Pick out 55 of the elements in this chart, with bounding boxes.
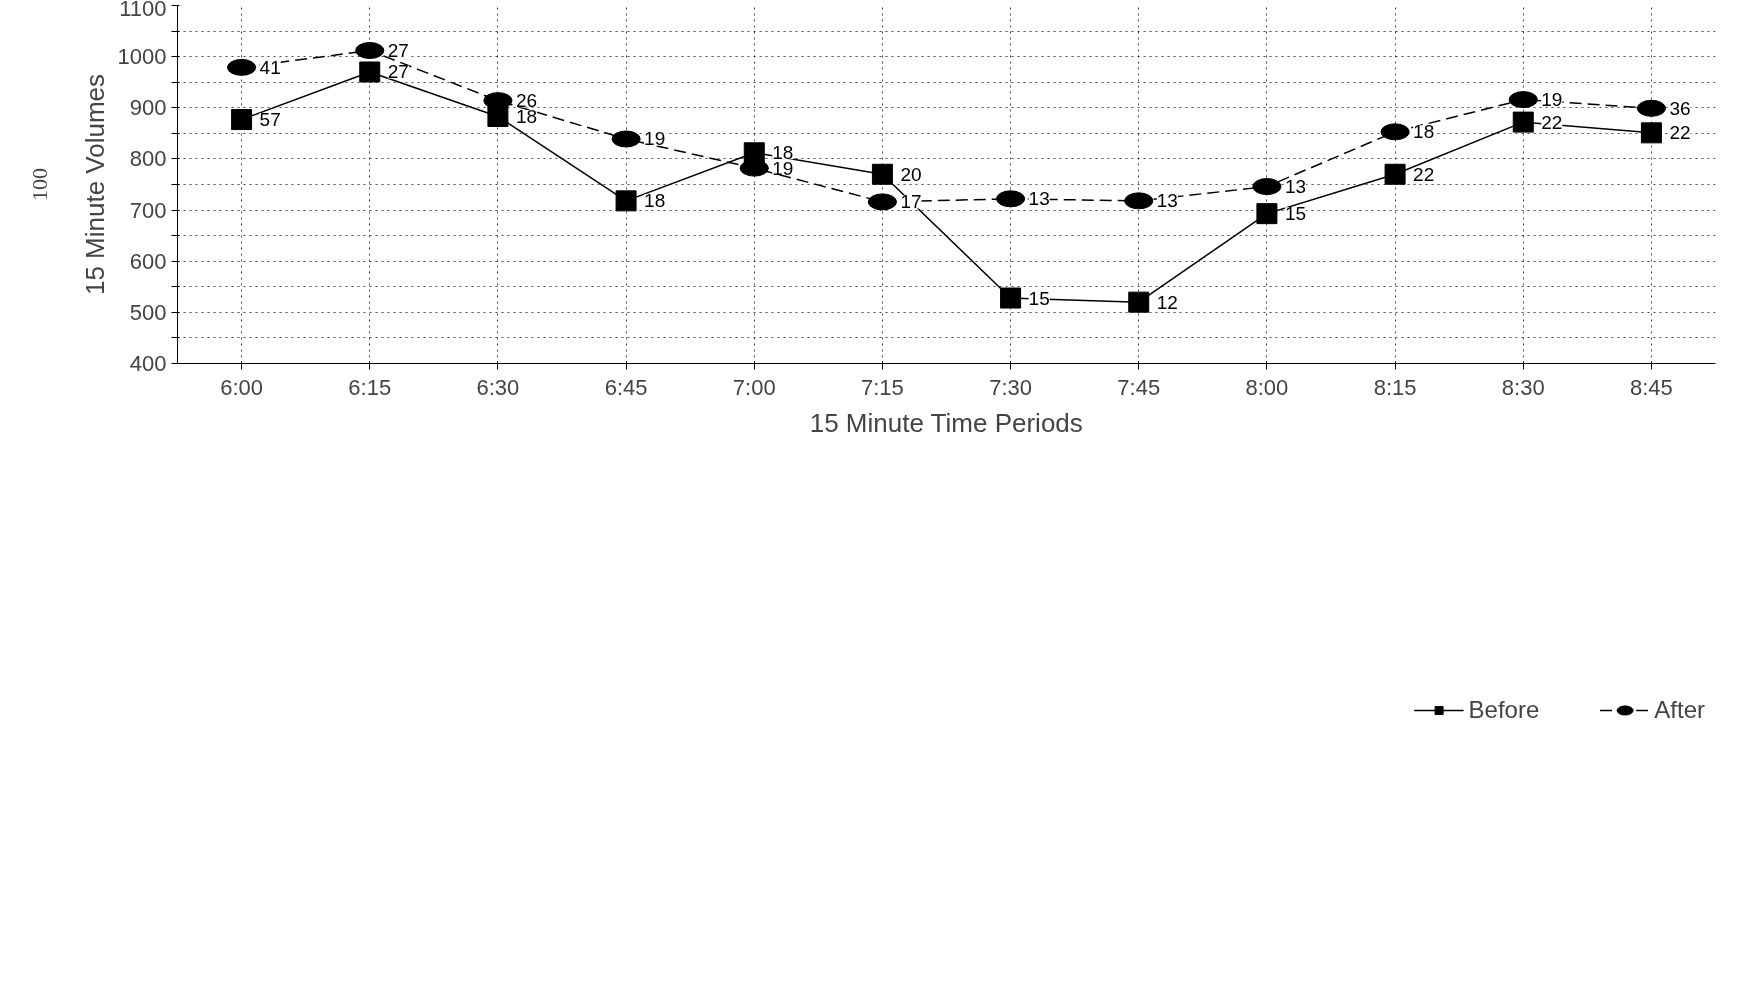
point: [1128, 291, 1150, 313]
y-axis-title: 15 Minute Volumes: [79, 73, 110, 296]
y-tick-label: 700: [129, 197, 167, 223]
annotation: 19: [644, 128, 666, 150]
x-tick-label: 6:15: [348, 374, 392, 400]
annotation: 36: [1669, 97, 1691, 119]
annotation: 19: [1541, 89, 1563, 111]
point: [1256, 203, 1278, 225]
annotation: 27: [387, 61, 409, 83]
annotation: 15: [1028, 287, 1050, 309]
annotation: 27: [387, 40, 409, 62]
annotation: 20: [900, 163, 922, 185]
point: [359, 61, 381, 83]
text: 100: [26, 168, 52, 201]
x-tick-label: 6:00: [220, 374, 263, 400]
point: [871, 163, 893, 185]
annotation: 13: [1028, 188, 1050, 210]
legend-label: After: [1654, 696, 1705, 724]
x-tick-label: 8:15: [1373, 374, 1417, 400]
x-tick-label: 7:15: [861, 374, 904, 400]
y-tick-label: 1000: [117, 44, 167, 70]
x-tick-label: 6:30: [476, 374, 520, 400]
y-tick-label: 900: [129, 95, 167, 121]
x-tick-label: 8:00: [1245, 374, 1289, 400]
annotation: 13: [1284, 176, 1307, 198]
y-tick-label: 500: [129, 299, 167, 325]
x-tick-label: 8:45: [1630, 374, 1673, 400]
annotation: 18: [644, 190, 666, 212]
x-tick-label: 7:45: [1117, 374, 1161, 400]
annotation: 22: [1669, 122, 1691, 144]
annotation: 13: [1156, 190, 1178, 212]
point: [1640, 122, 1662, 144]
x-tick-label: 7:30: [989, 374, 1032, 400]
point: [231, 109, 253, 131]
annotation: 17: [900, 191, 922, 213]
point: [1000, 287, 1022, 309]
x-tick-label: 7:00: [732, 374, 776, 400]
point: [1512, 111, 1534, 133]
annotation: 12: [1156, 291, 1178, 313]
annotation: 18: [1413, 121, 1435, 143]
annotation: 22: [1413, 163, 1435, 185]
point: [1384, 163, 1406, 185]
y-tick-label: 800: [129, 146, 167, 172]
x-axis-title: 15 Minute Time Periods: [809, 407, 1083, 438]
y-tick-label: 600: [129, 248, 167, 274]
x-tick-label: 6:45: [604, 374, 648, 400]
legend-label: Before: [1468, 696, 1540, 724]
annotation: 15: [1284, 203, 1307, 225]
y-tick-label: 1100: [119, 0, 167, 21]
point: [615, 190, 637, 212]
annotation: 41: [259, 56, 281, 78]
y-tick-label: 400: [129, 351, 167, 376]
x-tick-label: 8:30: [1501, 374, 1545, 400]
annotation: 57: [259, 109, 281, 131]
annotation: 22: [1541, 111, 1563, 133]
